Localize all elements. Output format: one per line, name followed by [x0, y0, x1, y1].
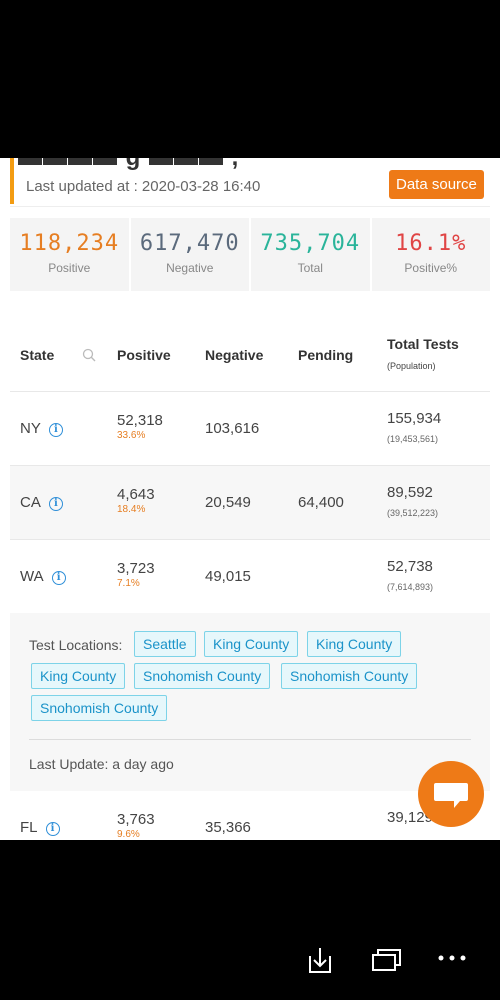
- download-icon: [300, 948, 340, 983]
- app-screen: ▬▬▬▬ g ▬▬▬ , Last updated at : 2020-03-2…: [0, 158, 500, 840]
- state-code: NY: [20, 420, 41, 437]
- negative-cell: 49,015: [205, 568, 251, 585]
- state-cell: CA i: [20, 494, 63, 511]
- header-total-tests[interactable]: Total Tests: [387, 336, 459, 352]
- table-row[interactable]: CA i 4,643 18.4% 20,549 64,400 89,592 (39…: [10, 466, 490, 540]
- more-icon: [432, 955, 472, 983]
- stat-label: Total: [297, 261, 323, 275]
- stat-value: 16.1%: [395, 231, 467, 256]
- last-update-text: Last Update: a day ago: [29, 756, 174, 772]
- table-row[interactable]: NY i 52,318 33.6% 103,616 155,934 (19,453…: [10, 392, 490, 466]
- state-cell: FL i: [20, 819, 60, 836]
- negative-cell: 103,616: [205, 420, 260, 437]
- clipped-page-title: ▬▬▬▬ g ▬▬▬ ,: [18, 158, 239, 172]
- state-code: CA: [20, 494, 41, 511]
- table-header: State Positive Negative Pending Total Te…: [10, 319, 490, 392]
- info-icon[interactable]: i: [48, 497, 63, 511]
- state-cell: WA i: [20, 568, 66, 585]
- header-state: State: [20, 347, 55, 363]
- positive-cell: 3,723: [117, 560, 155, 577]
- population-cell: (39,512,223): [387, 508, 439, 518]
- info-icon[interactable]: i: [48, 423, 63, 437]
- stat-label: Negative: [166, 261, 214, 275]
- stat-value: 617,470: [139, 231, 240, 256]
- windows-icon: [366, 949, 406, 983]
- header-pending[interactable]: Pending: [298, 347, 354, 363]
- stat-card-total: 735,704 Total: [251, 218, 370, 291]
- windows-button[interactable]: [366, 940, 406, 980]
- population-cell: (19,453,561): [387, 434, 439, 444]
- info-icon[interactable]: i: [51, 571, 66, 585]
- search-icon[interactable]: [82, 348, 96, 367]
- chat-button[interactable]: [418, 761, 484, 827]
- location-tag[interactable]: King County: [204, 631, 299, 657]
- header-positive[interactable]: Positive: [117, 347, 171, 363]
- positive-percent: 7.1%: [117, 578, 140, 589]
- location-tag[interactable]: King County: [307, 631, 402, 657]
- table-row[interactable]: WA i 3,723 7.1% 49,015 52,738 (7,614,893): [10, 540, 490, 614]
- total-tests-cell: 155,934: [387, 410, 442, 427]
- stat-card-negative: 617,470 Negative: [130, 218, 249, 291]
- stat-value: 735,704: [260, 231, 361, 256]
- state-code: WA: [20, 568, 44, 585]
- location-tag[interactable]: Snohomish County: [31, 695, 168, 721]
- state-cell: NY i: [20, 420, 63, 437]
- stat-card-positive: 118,234 Positive: [10, 218, 129, 291]
- total-tests-cell: 52,738: [387, 558, 433, 575]
- chat-icon: [418, 783, 484, 830]
- negative-cell: 35,366: [205, 819, 251, 836]
- stats-summary: 118,234 Positive 617,470 Negative 735,70…: [10, 218, 490, 291]
- data-source-button[interactable]: Data source: [389, 170, 484, 199]
- population-cell: (7,614,893): [387, 582, 434, 592]
- header-divider: [10, 206, 490, 207]
- more-button[interactable]: [432, 940, 472, 980]
- header-accent-bar: [10, 158, 14, 204]
- positive-cell: 52,318: [117, 412, 163, 429]
- location-tag[interactable]: Snohomish County: [281, 663, 418, 689]
- pending-cell: 64,400: [298, 494, 344, 511]
- header-negative[interactable]: Negative: [205, 347, 264, 363]
- wa-details-panel: Test Locations: Seattle King County King…: [10, 613, 490, 791]
- stat-card-positive-percent: 16.1% Positive%: [371, 218, 490, 291]
- positive-cell: 4,643: [117, 486, 155, 503]
- negative-cell: 20,549: [205, 494, 251, 511]
- stat-label: Positive%: [404, 261, 458, 275]
- positive-percent: 33.6%: [117, 430, 146, 441]
- header-population: (Population): [387, 361, 436, 371]
- download-button[interactable]: [300, 940, 340, 980]
- location-tag[interactable]: Seattle: [134, 631, 196, 657]
- positive-cell: 3,763: [117, 811, 155, 828]
- total-tests-cell: 89,592: [387, 484, 433, 501]
- last-updated-text: Last updated at : 2020-03-28 16:40: [26, 178, 261, 195]
- location-tag[interactable]: Snohomish County: [134, 663, 271, 689]
- info-icon[interactable]: i: [45, 822, 60, 836]
- stat-value: 118,234: [19, 231, 120, 256]
- positive-percent: 9.6%: [117, 829, 140, 840]
- states-table-continued: FL i 3,763 9.6% 35,366 39,129: [10, 791, 490, 840]
- test-locations-label: Test Locations:: [29, 637, 123, 653]
- panel-divider: [29, 739, 471, 740]
- total-tests-cell: 39,129: [387, 809, 433, 826]
- positive-percent: 18.4%: [117, 504, 146, 515]
- state-code: FL: [20, 819, 38, 836]
- table-row[interactable]: FL i 3,763 9.6% 35,366 39,129: [10, 791, 490, 840]
- system-navigation-bar: [0, 940, 500, 990]
- states-table: State Positive Negative Pending Total Te…: [10, 319, 490, 614]
- location-tag[interactable]: King County: [31, 663, 126, 689]
- stat-label: Positive: [48, 261, 91, 275]
